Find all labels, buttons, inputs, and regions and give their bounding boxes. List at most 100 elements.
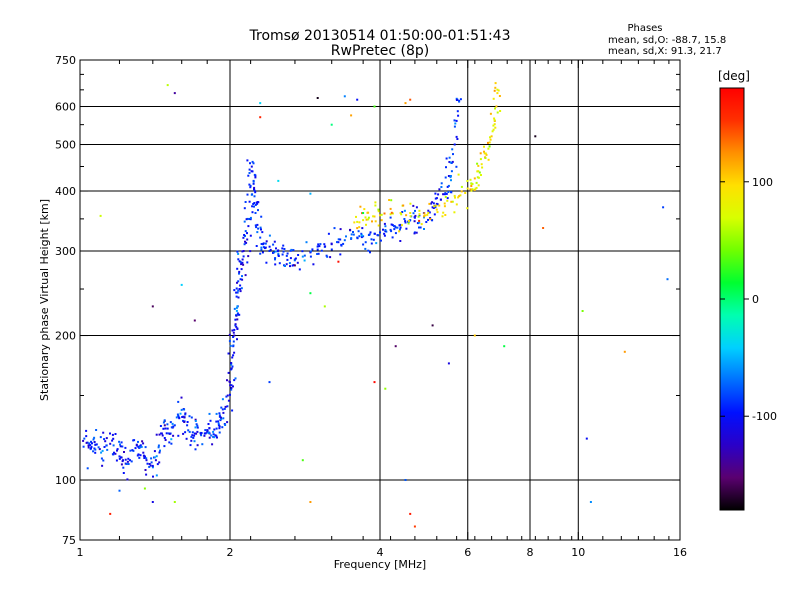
scatter-point: [153, 450, 156, 453]
scatter-point: [290, 248, 293, 251]
scatter-point: [162, 421, 165, 424]
scatter-point: [236, 328, 239, 330]
scatter-point: [364, 241, 367, 244]
scatter-point: [448, 161, 451, 163]
scatter-point: [208, 412, 211, 415]
scatter-point: [495, 105, 498, 108]
scatter-point: [488, 145, 491, 148]
scatter-point: [233, 307, 236, 310]
scatter-point: [192, 436, 195, 439]
scatter-point: [373, 105, 376, 108]
scatter-point: [145, 459, 148, 462]
scatter-point: [409, 202, 412, 205]
scatter-point: [225, 395, 228, 398]
scatter-point: [356, 98, 359, 101]
scatter-point: [292, 249, 295, 252]
scatter-point: [248, 172, 251, 174]
scatter-point: [206, 430, 209, 433]
scatter-point: [260, 243, 263, 245]
scatter-point: [448, 156, 451, 159]
scatter-point: [208, 427, 211, 430]
grid: [80, 60, 680, 540]
scatter-point: [210, 434, 213, 437]
scatter-point: [390, 230, 393, 233]
scatter-point: [581, 310, 584, 312]
scatter-point: [230, 362, 233, 364]
scatter-point: [365, 223, 367, 226]
scatter-point: [329, 256, 332, 259]
scatter-point: [373, 215, 376, 218]
scatter-point: [399, 240, 402, 242]
scatter-point: [379, 214, 381, 217]
scatter-point: [201, 443, 204, 446]
scatter-point: [455, 165, 458, 168]
scatter-point: [142, 442, 145, 445]
scatter-point: [453, 143, 456, 146]
scatter-point: [487, 141, 489, 144]
scatter-point: [284, 265, 286, 267]
scatter-point: [466, 187, 469, 190]
scatter-point: [319, 243, 322, 246]
scatter-point: [377, 208, 380, 211]
scatter-point: [232, 354, 235, 357]
scatter-point: [324, 245, 327, 248]
scatter-point: [483, 150, 485, 153]
scatter-point: [85, 435, 88, 438]
scatter-point: [186, 421, 189, 423]
scatter-point: [90, 447, 92, 450]
scatter-point: [414, 214, 417, 217]
scatter-point: [191, 431, 194, 434]
scatter-point: [309, 255, 312, 258]
scatter-point: [666, 278, 669, 281]
scatter-point: [433, 205, 436, 208]
scatter-point: [230, 388, 233, 391]
scatter-point: [435, 197, 438, 200]
scatter-point: [320, 249, 323, 252]
scatter-point: [449, 161, 452, 164]
scatter-point: [426, 213, 429, 216]
scatter-point: [337, 260, 340, 263]
scatter-point: [402, 204, 405, 207]
scatter-point: [481, 166, 484, 169]
scatter-point: [362, 235, 365, 238]
scatter-point: [494, 82, 497, 85]
scatter-point: [477, 184, 480, 187]
scatter-point: [234, 318, 237, 321]
scatter-point: [120, 463, 123, 466]
scatter-point: [227, 399, 230, 402]
scatter-point: [431, 206, 434, 209]
scatter-point: [172, 434, 175, 437]
scatter-point: [249, 184, 252, 187]
scatter-point: [454, 196, 456, 199]
scatter-point: [493, 89, 496, 92]
scatter-point: [471, 188, 474, 191]
scatter-point: [370, 242, 373, 245]
scatter-point: [163, 437, 166, 439]
scatter-point: [413, 216, 416, 219]
scatter-point: [362, 243, 365, 246]
scatter-point: [317, 243, 320, 246]
scatter-point: [151, 305, 154, 308]
scatter-point: [456, 110, 459, 113]
scatter-point: [262, 242, 265, 245]
scatter-point: [246, 159, 249, 162]
scatter-point: [312, 263, 315, 266]
scatter-point: [247, 255, 250, 258]
scatter-point: [432, 207, 435, 209]
scatter-point: [396, 226, 399, 229]
scatter-point: [364, 247, 367, 250]
scatter-point: [115, 459, 118, 462]
scatter-point: [394, 226, 397, 229]
scatter-point: [431, 324, 434, 327]
scatter-point: [102, 431, 105, 434]
scatter-point: [238, 270, 241, 273]
scatter-point: [497, 89, 500, 92]
scatter-point: [476, 176, 479, 179]
scatter-point: [170, 442, 173, 445]
scatter-point: [478, 171, 481, 174]
scatter-point: [243, 220, 246, 223]
scatter-point: [268, 234, 271, 237]
scatter-point: [293, 259, 296, 262]
chart-subtitle: RwPretec (8p): [331, 43, 429, 59]
scatter-point: [447, 175, 450, 177]
